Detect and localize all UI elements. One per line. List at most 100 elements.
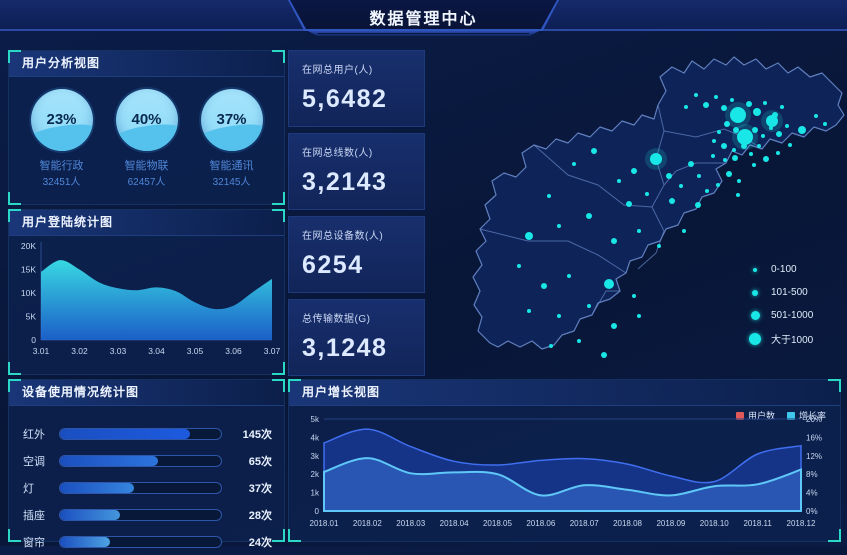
map-bubble	[547, 194, 551, 198]
map-bubble	[717, 130, 721, 134]
map-bubble	[591, 148, 597, 154]
panel-user-analysis: 用户分析视图 23% 智能行政 32451人 40% 智能物联 62457人 3…	[8, 50, 285, 205]
legend-item-growth[interactable]: 增长率	[786, 409, 826, 422]
map-bubble	[746, 101, 752, 107]
map-legend-item[interactable]: 101-500	[748, 281, 813, 304]
panel-title-user-analysis: 用户分析视图	[9, 51, 284, 77]
map-bubble	[741, 143, 747, 149]
usage-bar-list: 红外 145次 空调 65次 灯 37次 插座 28次 窗帘 24次	[9, 406, 284, 555]
map-bubble	[749, 152, 753, 156]
usage-bar-label: 插座	[23, 509, 45, 522]
usage-bar-label: 窗帘	[23, 536, 45, 549]
map-bubble	[657, 244, 661, 248]
liquid-gauge: 37%	[200, 89, 263, 151]
svg-text:8%: 8%	[806, 470, 818, 479]
svg-text:5K: 5K	[26, 312, 37, 322]
map-bubble	[637, 229, 641, 233]
svg-text:3.06: 3.06	[225, 346, 242, 356]
svg-text:3.07: 3.07	[264, 346, 281, 356]
stat-label: 在网总用户(人)	[302, 65, 373, 76]
map-bubble	[736, 193, 740, 197]
corner-bracket	[272, 209, 285, 222]
svg-text:4%: 4%	[806, 489, 818, 498]
svg-text:3.04: 3.04	[148, 346, 165, 356]
panel-title-login-stats: 用户登陆统计图	[9, 210, 284, 236]
usage-bar-value: 24次	[248, 536, 272, 549]
corner-bracket	[272, 362, 285, 375]
map-bubble	[577, 339, 581, 343]
corner-bracket	[8, 209, 21, 222]
usage-bar-value: 65次	[248, 455, 272, 468]
map-bubble	[557, 224, 561, 228]
svg-text:2018.08: 2018.08	[613, 519, 642, 528]
map-bubble	[567, 274, 571, 278]
map-bubble	[723, 158, 727, 162]
usage-bar-fill	[60, 455, 159, 466]
usage-bar-row: 插座 28次	[23, 501, 272, 528]
map-bubble	[601, 352, 607, 358]
map-bubble	[650, 153, 662, 165]
usage-bar-track	[59, 481, 222, 494]
map-bubble	[776, 151, 780, 155]
map-bubble	[517, 264, 521, 268]
map-legend-label: 101-500	[771, 287, 808, 298]
map-legend-item[interactable]: 大于1000	[748, 327, 813, 350]
map-legend-item[interactable]: 0-100	[748, 258, 813, 281]
map-bubble	[611, 238, 617, 244]
svg-text:2018.05: 2018.05	[483, 519, 512, 528]
liquid-item-0: 23% 智能行政 32451人	[20, 89, 104, 188]
map-bubble	[732, 148, 736, 152]
liquid-gauge: 23%	[30, 89, 93, 151]
map-bubble	[716, 183, 720, 187]
usage-bar-track	[59, 454, 222, 467]
liquid-label: 智能物联	[124, 160, 169, 172]
svg-text:15K: 15K	[21, 265, 36, 275]
stat-card-total-users: 在网总用户(人) 5,6482	[288, 50, 425, 127]
login-area-chart: 0 5K 10K 15K 20K 3.01 3.02 3.03 3.04 3.05 3.06 3.07	[21, 241, 281, 356]
usage-bar-fill	[60, 428, 191, 439]
liquid-count: 32145人	[212, 177, 251, 188]
svg-text:16%: 16%	[806, 433, 822, 442]
map-bubble	[776, 131, 782, 137]
map-bubble	[766, 115, 778, 127]
map-bubble	[721, 143, 727, 149]
map-bubble	[611, 323, 617, 329]
map-bubble	[757, 144, 761, 148]
svg-text:0: 0	[315, 507, 320, 516]
svg-text:3k: 3k	[311, 452, 320, 461]
svg-text:2018.09: 2018.09	[656, 519, 685, 528]
liquid-label: 智能通讯	[209, 160, 254, 172]
usage-bar-fill	[60, 482, 135, 493]
legend-item-users[interactable]: 用户数	[735, 409, 775, 422]
map-bubble	[752, 163, 756, 167]
svg-text:3.05: 3.05	[187, 346, 204, 356]
map-bubble	[572, 162, 576, 166]
map-bubble	[703, 102, 709, 108]
svg-text:2k: 2k	[311, 470, 320, 479]
map-bubble	[541, 283, 547, 289]
corner-bracket	[8, 362, 21, 375]
svg-text:2018.10: 2018.10	[700, 519, 729, 528]
map-bubble	[737, 129, 753, 145]
stat-value: 3,1248	[302, 334, 388, 362]
map-bubble	[714, 95, 718, 99]
map-legend-item[interactable]: 501-1000	[748, 304, 813, 327]
liquid-count: 32451人	[42, 177, 81, 188]
svg-text:2018.07: 2018.07	[570, 519, 599, 528]
svg-text:2018.06: 2018.06	[526, 519, 555, 528]
corner-bracket	[272, 379, 285, 392]
panel-login-stats: 用户登陆统计图 0 5K 10K 15K 20K 3.01 3.02 3.03 3.04 3.05…	[8, 209, 285, 375]
growth-area-chart: 0 1k 2k 3k 4k 5k 0% 4% 8% 12% 16% 20% 2018.01 2018.02…	[310, 415, 822, 528]
legend-dot-icon	[748, 332, 762, 345]
usage-bar-label: 空调	[23, 455, 45, 468]
growth-rate-series	[323, 457, 802, 512]
usage-bar-row: 灯 37次	[23, 474, 272, 501]
usage-bar-fill	[60, 509, 120, 520]
corner-bracket	[828, 529, 841, 542]
map-bubble	[763, 101, 767, 105]
corner-bracket	[272, 192, 285, 205]
map-bubble	[626, 201, 632, 207]
corner-bracket	[288, 529, 301, 542]
panel-title-user-growth: 用户增长视图	[289, 380, 840, 406]
svg-text:3.03: 3.03	[110, 346, 127, 356]
